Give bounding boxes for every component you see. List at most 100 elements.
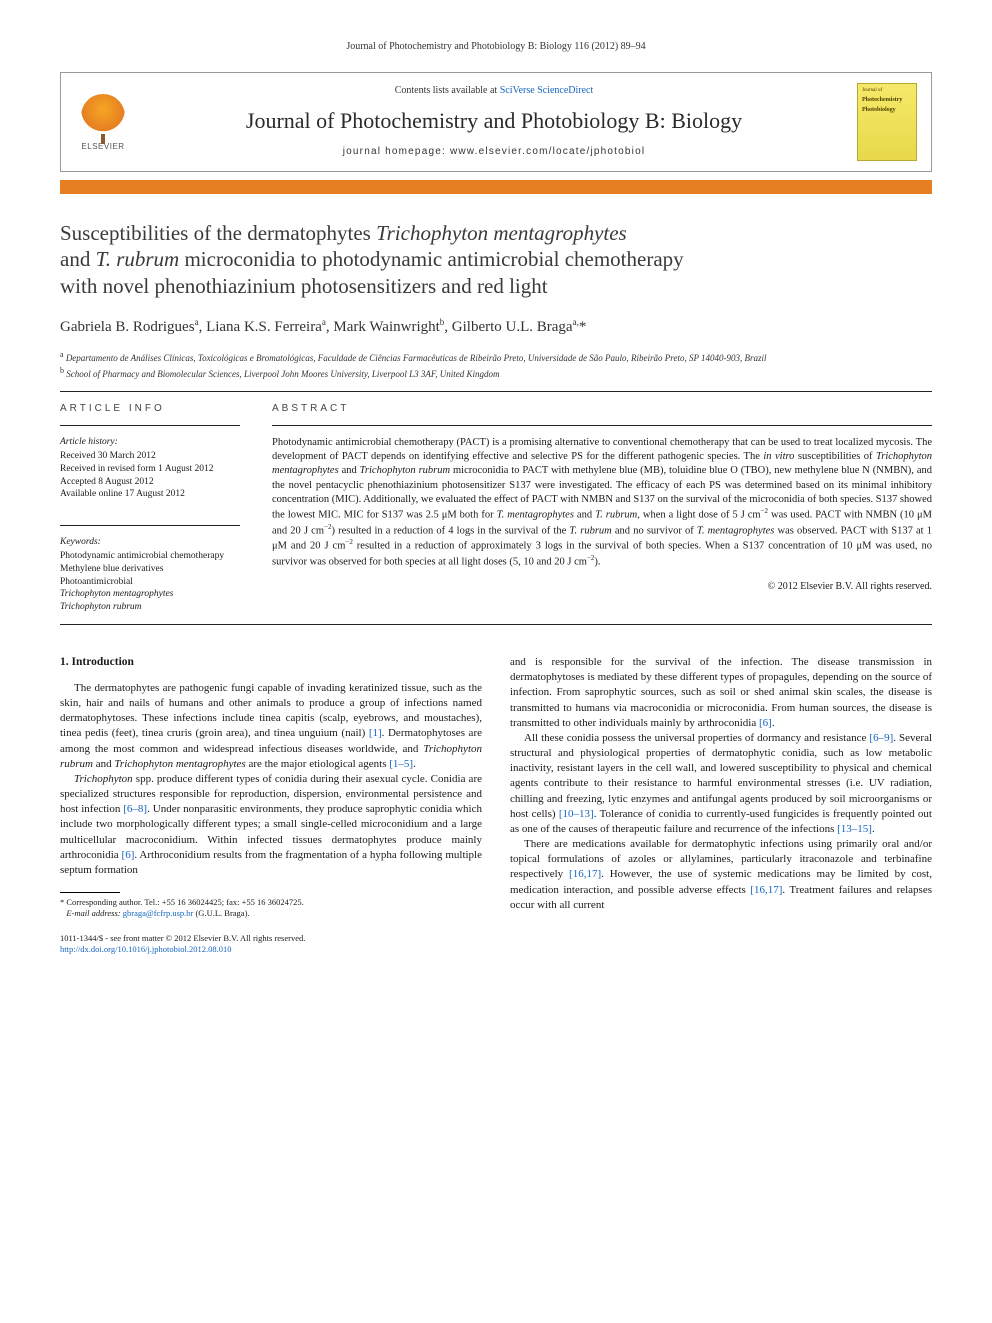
section-rule [60, 391, 932, 392]
journal-name: Journal of Photochemistry and Photobiolo… [145, 106, 843, 136]
abs-part: susceptibilities of [794, 451, 876, 462]
keyword: Photoantimicrobial [60, 576, 240, 589]
text-run: are the major etiological agents [246, 758, 390, 770]
title-part: Susceptibilities of the dermatophytes [60, 221, 376, 245]
email-label: E-mail address: [66, 908, 120, 918]
text-run: and [93, 758, 114, 770]
abs-part: and [339, 465, 360, 476]
text-run: and is responsible for the survival of t… [510, 656, 932, 729]
aff-text: Departamento de Análises Clínicas, Toxic… [66, 353, 767, 363]
sciencedirect-link[interactable]: SciVerse ScienceDirect [500, 85, 594, 96]
corresponding-star-icon: * [579, 319, 587, 335]
history-line: Received 30 March 2012 [60, 450, 240, 463]
citation-link[interactable]: [6] [759, 717, 772, 729]
citation-link[interactable]: [6] [122, 849, 135, 861]
journal-cover-thumbnail: Journal of Photochemistry Photobiology [857, 83, 917, 161]
doi-link[interactable]: http://dx.doi.org/10.1016/j.jphotobiol.2… [60, 944, 232, 954]
title-species-ital: T. rubrum [96, 247, 180, 271]
species-ital: Trichophyton mentagrophytes [114, 758, 245, 770]
abstract-rule [272, 425, 932, 426]
footnote-rule [60, 892, 120, 893]
body-paragraph: Trichophyton spp. produce different type… [60, 772, 482, 878]
section-rule [60, 624, 932, 625]
citation-link[interactable]: [6–9] [869, 732, 893, 744]
author-aff-sup: b [440, 317, 445, 327]
front-matter-line: 1011-1344/$ - see front matter © 2012 El… [60, 933, 482, 955]
orange-divider-bar [60, 180, 932, 194]
keyword-ital: Trichophyton mentagrophytes [60, 588, 240, 601]
body-paragraph: All these conidia possess the universal … [510, 731, 932, 837]
citation-link[interactable]: [1] [369, 727, 382, 739]
text-run: . [872, 823, 875, 835]
text-run: . [413, 758, 416, 770]
author-name: Gilberto U.L. Braga [452, 319, 573, 335]
text-run: All these conidia possess the universal … [524, 732, 869, 744]
affiliations: a Departamento de Análises Clínicas, Tox… [60, 349, 932, 380]
abs-ital: T. rubrum [595, 509, 637, 520]
running-header: Journal of Photochemistry and Photobiolo… [60, 40, 932, 54]
keyword: Methylene blue derivatives [60, 563, 240, 576]
title-part: with novel phenothiazinium photosensitiz… [60, 274, 548, 298]
contents-lists-line: Contents lists available at SciVerse Sci… [145, 84, 843, 98]
citation-link[interactable]: [16,17] [569, 868, 601, 880]
history-line: Available online 17 August 2012 [60, 488, 240, 501]
footnote-text: (G.U.L. Braga). [193, 908, 249, 918]
affiliation-line: a Departamento de Análises Clínicas, Tox… [60, 349, 932, 365]
abs-part: ). [594, 556, 600, 567]
history-line: Accepted 8 August 2012 [60, 476, 240, 489]
abs-sup: −2 [761, 507, 768, 515]
cover-line: Journal of [862, 88, 912, 95]
keyword: Photodynamic antimicrobial chemotherapy [60, 550, 240, 563]
footnote-text: Corresponding author. Tel.: +55 16 36024… [64, 897, 304, 907]
text-run: . Several structural and physiological p… [510, 732, 932, 820]
abs-part: and no survivor of [612, 525, 697, 536]
aff-sup: a [60, 350, 64, 359]
abs-ital: T. rubrum [569, 525, 611, 536]
homepage-prefix: journal homepage: [343, 146, 450, 157]
elsevier-logo: ELSEVIER [75, 91, 131, 153]
email-link[interactable]: gbraga@fcfrp.usp.br [123, 908, 194, 918]
citation-link[interactable]: [16,17] [750, 884, 782, 896]
article-title: Susceptibilities of the dermatophytes Tr… [60, 220, 932, 301]
history-lines: Received 30 March 2012 Received in revis… [60, 450, 240, 501]
corresponding-footnote: * Corresponding author. Tel.: +55 16 360… [60, 897, 482, 919]
title-part: microconidia to photodynamic antimicrobi… [179, 247, 683, 271]
body-paragraph: The dermatophytes are pathogenic fungi c… [60, 681, 482, 772]
left-column: 1. Introduction The dermatophytes are pa… [60, 655, 482, 955]
aff-sup: b [60, 366, 64, 375]
abstract-heading: ABSTRACT [272, 402, 932, 416]
abs-part: and [574, 509, 595, 520]
author-aff-sup: a [195, 317, 199, 327]
info-rule [60, 525, 240, 526]
author-list: Gabriela B. Rodriguesa, Liana K.S. Ferre… [60, 316, 932, 337]
abs-part: resulted in a reduction of approximately… [272, 541, 932, 568]
author-name: Gabriela B. Rodrigues [60, 319, 195, 335]
citation-link[interactable]: [10–13] [559, 808, 594, 820]
keywords-label: Keywords: [60, 536, 240, 549]
citation-link[interactable]: [1–5] [389, 758, 413, 770]
journal-masthead: ELSEVIER Contents lists available at Sci… [60, 72, 932, 172]
article-info-column: ARTICLE INFO Article history: Received 3… [60, 402, 240, 614]
info-rule [60, 425, 240, 426]
body-paragraph: and is responsible for the survival of t… [510, 655, 932, 731]
homepage-url: www.elsevier.com/locate/jphotobiol [450, 146, 645, 157]
citation-link[interactable]: [13–15] [837, 823, 872, 835]
abs-part: , when a light dose of 5 J cm [637, 509, 760, 520]
article-info-heading: ARTICLE INFO [60, 402, 240, 416]
abstract-copyright: © 2012 Elsevier B.V. All rights reserved… [272, 580, 932, 594]
abs-sup: −2 [345, 538, 352, 546]
citation-link[interactable]: [6–8] [123, 803, 147, 815]
abstract-text: Photodynamic antimicrobial chemotherapy … [272, 436, 932, 570]
title-part: and [60, 247, 96, 271]
abs-ital: in vitro [763, 451, 794, 462]
body-two-column: 1. Introduction The dermatophytes are pa… [60, 655, 932, 955]
author-aff-sup: a [322, 317, 326, 327]
species-ital: Trichophyton [74, 773, 133, 785]
cover-line: Photochemistry [862, 96, 912, 104]
affiliation-line: b School of Pharmacy and Biomolecular Sc… [60, 365, 932, 381]
masthead-center: Contents lists available at SciVerse Sci… [145, 84, 843, 159]
abstract-column: ABSTRACT Photodynamic antimicrobial chem… [272, 402, 932, 614]
history-label: Article history: [60, 436, 240, 449]
author-name: Mark Wainwright [333, 319, 439, 335]
abs-ital: T. mentagrophytes [697, 525, 775, 536]
